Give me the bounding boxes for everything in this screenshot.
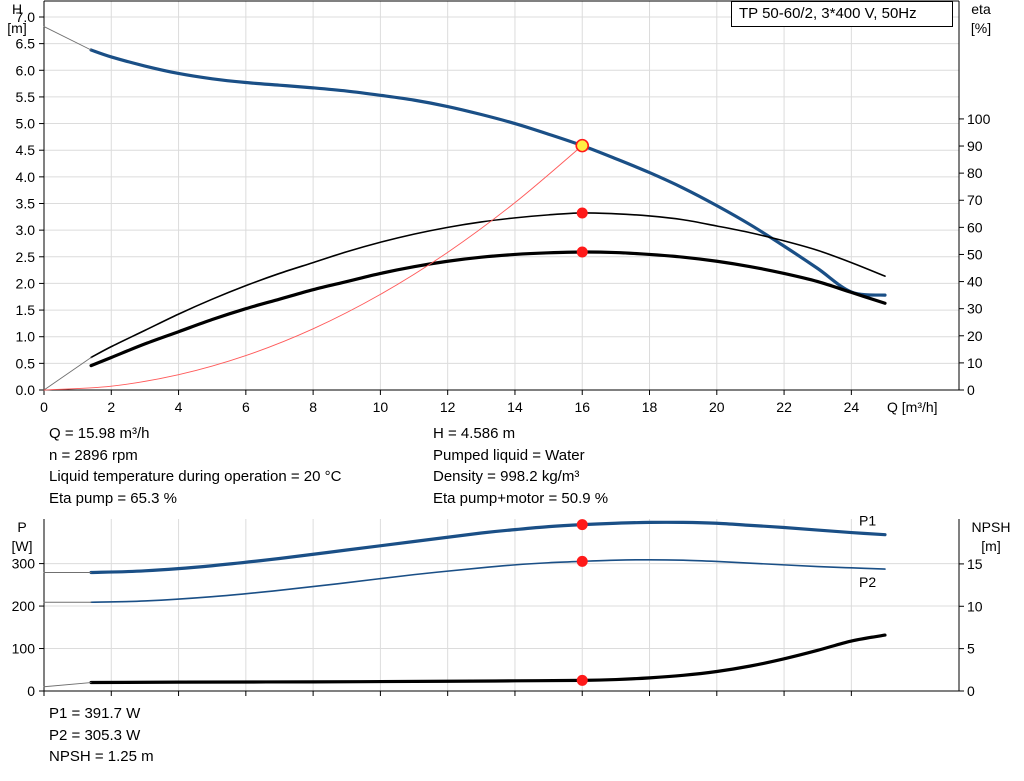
power-axis-label: [W] — [12, 538, 33, 554]
bottom-y-right-tick-label: 0 — [967, 683, 975, 699]
npsh-readout: NPSH = 1.25 m — [49, 748, 154, 765]
duty-point — [576, 207, 588, 219]
curve-eta_extension — [43, 357, 92, 391]
top-y-left-tick-label: 3.0 — [16, 222, 36, 238]
top-y-left-tick-label: 2.5 — [16, 249, 36, 265]
duty-info-left: Q = 15.98 m³/h n = 2896 rpm Liquid tempe… — [49, 423, 341, 509]
curve-system_curve — [43, 145, 583, 391]
top-y-left-tick-label: 4.5 — [16, 142, 36, 158]
curve-label-P2: P2 — [859, 574, 876, 590]
bottom-chart-grid — [44, 519, 959, 691]
bottom-y-left-tick-label: 200 — [12, 598, 36, 614]
curve-label-P1: P1 — [859, 513, 876, 529]
y-left-axis-label: H — [12, 1, 22, 17]
head-readout: H = 4.586 m — [433, 425, 516, 442]
chart-title: TP 50-60/2, 3*400 V, 50Hz — [731, 1, 953, 27]
bottom-y-left-tick-label: 0 — [27, 683, 35, 699]
bottom-chart-axes: 0 100 200 300 0 5 10 15 P [W] NPSH [m] — [12, 519, 1011, 699]
curve-NPSH — [89, 633, 887, 685]
top-y-left-tick-label: 1.0 — [16, 329, 36, 345]
x-tick-label: 22 — [776, 399, 792, 415]
top-y-left-tick-label: 1.5 — [16, 302, 36, 318]
curve-eta_pump_motor — [89, 250, 887, 368]
x-tick-label: 14 — [507, 399, 523, 415]
curve-P1 — [89, 520, 887, 575]
curve-P2 — [90, 558, 886, 604]
flow-readout: Q = 15.98 m³/h — [49, 425, 150, 442]
x-tick-label: 6 — [242, 399, 250, 415]
curve-H_extension — [43, 26, 92, 51]
x-tick-label: 18 — [642, 399, 658, 415]
eta-pump-motor-readout: Eta pump+motor = 50.9 % — [433, 489, 609, 507]
curve-eta_pump — [90, 212, 886, 359]
temperature-readout: Liquid temperature during operation = 20… — [49, 468, 342, 485]
power-axis-label: P — [17, 519, 26, 535]
bottom-y-left-tick-label: 100 — [12, 641, 36, 657]
density-readout: Density = 998.2 kg/m³ — [433, 468, 580, 485]
liquid-readout: Pumped liquid = Water — [433, 446, 585, 464]
top-y-right-tick-label: 30 — [967, 301, 983, 317]
top-y-left-tick-label: 0.0 — [16, 382, 36, 398]
top-y-left-tick-label: 5.0 — [16, 116, 36, 132]
y-right-axis-label: [%] — [971, 20, 991, 36]
top-y-right-tick-label: 10 — [967, 355, 983, 371]
top-y-left-tick-label: 7.0 — [16, 9, 36, 25]
duty-point-head — [575, 138, 590, 153]
x-tick-label: 4 — [175, 399, 183, 415]
top-y-left-tick-label: 5.5 — [16, 89, 36, 105]
power-info: P1 = 391.7 W P2 = 305.3 W NPSH = 1.25 m — [49, 703, 154, 768]
npsh-axis-label: [m] — [981, 538, 1000, 554]
duty-info-right: H = 4.586 m Pumped liquid = Water Densit… — [433, 423, 608, 509]
x-tick-label: 20 — [709, 399, 725, 415]
top-chart-axes: 0 2 4 6 8 10 12 14 16 18 20 22 240.00.51.01.52.02.53… — [7, 0, 991, 415]
p1-readout: P1 = 391.7 W — [49, 705, 141, 722]
p2-readout: P2 = 305.3 W — [49, 726, 141, 744]
top-y-right-tick-label: 50 — [967, 246, 983, 262]
bottom-y-right-tick-label: 15 — [967, 556, 983, 572]
x-tick-label: 16 — [574, 399, 590, 415]
top-chart-curves — [43, 26, 887, 391]
top-y-right-tick-label: 40 — [967, 274, 983, 290]
bottom-chart-curves: P1 P2 — [43, 513, 887, 688]
top-y-right-tick-label: 80 — [967, 165, 983, 181]
top-y-right-tick-label: 0 — [967, 382, 975, 398]
top-y-left-tick-label: 6.0 — [16, 62, 36, 78]
top-y-left-tick-label: 3.5 — [16, 195, 36, 211]
top-y-left-tick-label: 4.0 — [16, 169, 36, 185]
x-tick-label: 12 — [440, 399, 456, 415]
bottom-y-left-tick-label: 300 — [12, 556, 36, 572]
x-axis-label: Q [m³/h] — [887, 399, 938, 415]
curve-H — [89, 48, 887, 297]
x-tick-label: 24 — [844, 399, 860, 415]
speed-readout: n = 2896 rpm — [49, 446, 138, 464]
top-y-left-tick-label: 2.0 — [16, 275, 36, 291]
top-chart-grid — [44, 1, 959, 390]
eta-pump-readout: Eta pump = 65.3 % — [49, 489, 177, 507]
curve-NPSH_extension — [43, 682, 92, 688]
bottom-y-right-tick-label: 5 — [967, 641, 975, 657]
duty-point — [576, 519, 588, 531]
bottom-y-right-tick-label: 10 — [967, 598, 983, 614]
top-y-right-tick-label: 100 — [967, 111, 991, 127]
top-y-left-tick-label: 6.5 — [16, 36, 36, 52]
top-y-left-tick-label: 0.5 — [16, 355, 36, 371]
npsh-axis-label: NPSH — [972, 519, 1011, 535]
duty-point — [576, 246, 588, 258]
x-tick-label: 8 — [309, 399, 317, 415]
top-y-right-tick-label: 60 — [967, 219, 983, 235]
y-right-axis-label: eta — [971, 1, 991, 17]
top-y-right-tick-label: 70 — [967, 192, 983, 208]
x-tick-label: 10 — [373, 399, 389, 415]
x-tick-label: 0 — [40, 399, 48, 415]
y-left-axis-label: [m] — [7, 20, 26, 36]
top-y-right-tick-label: 20 — [967, 328, 983, 344]
duty-point — [576, 674, 588, 686]
duty-point — [576, 555, 588, 567]
top-y-right-tick-label: 90 — [967, 138, 983, 154]
x-tick-label: 2 — [107, 399, 115, 415]
